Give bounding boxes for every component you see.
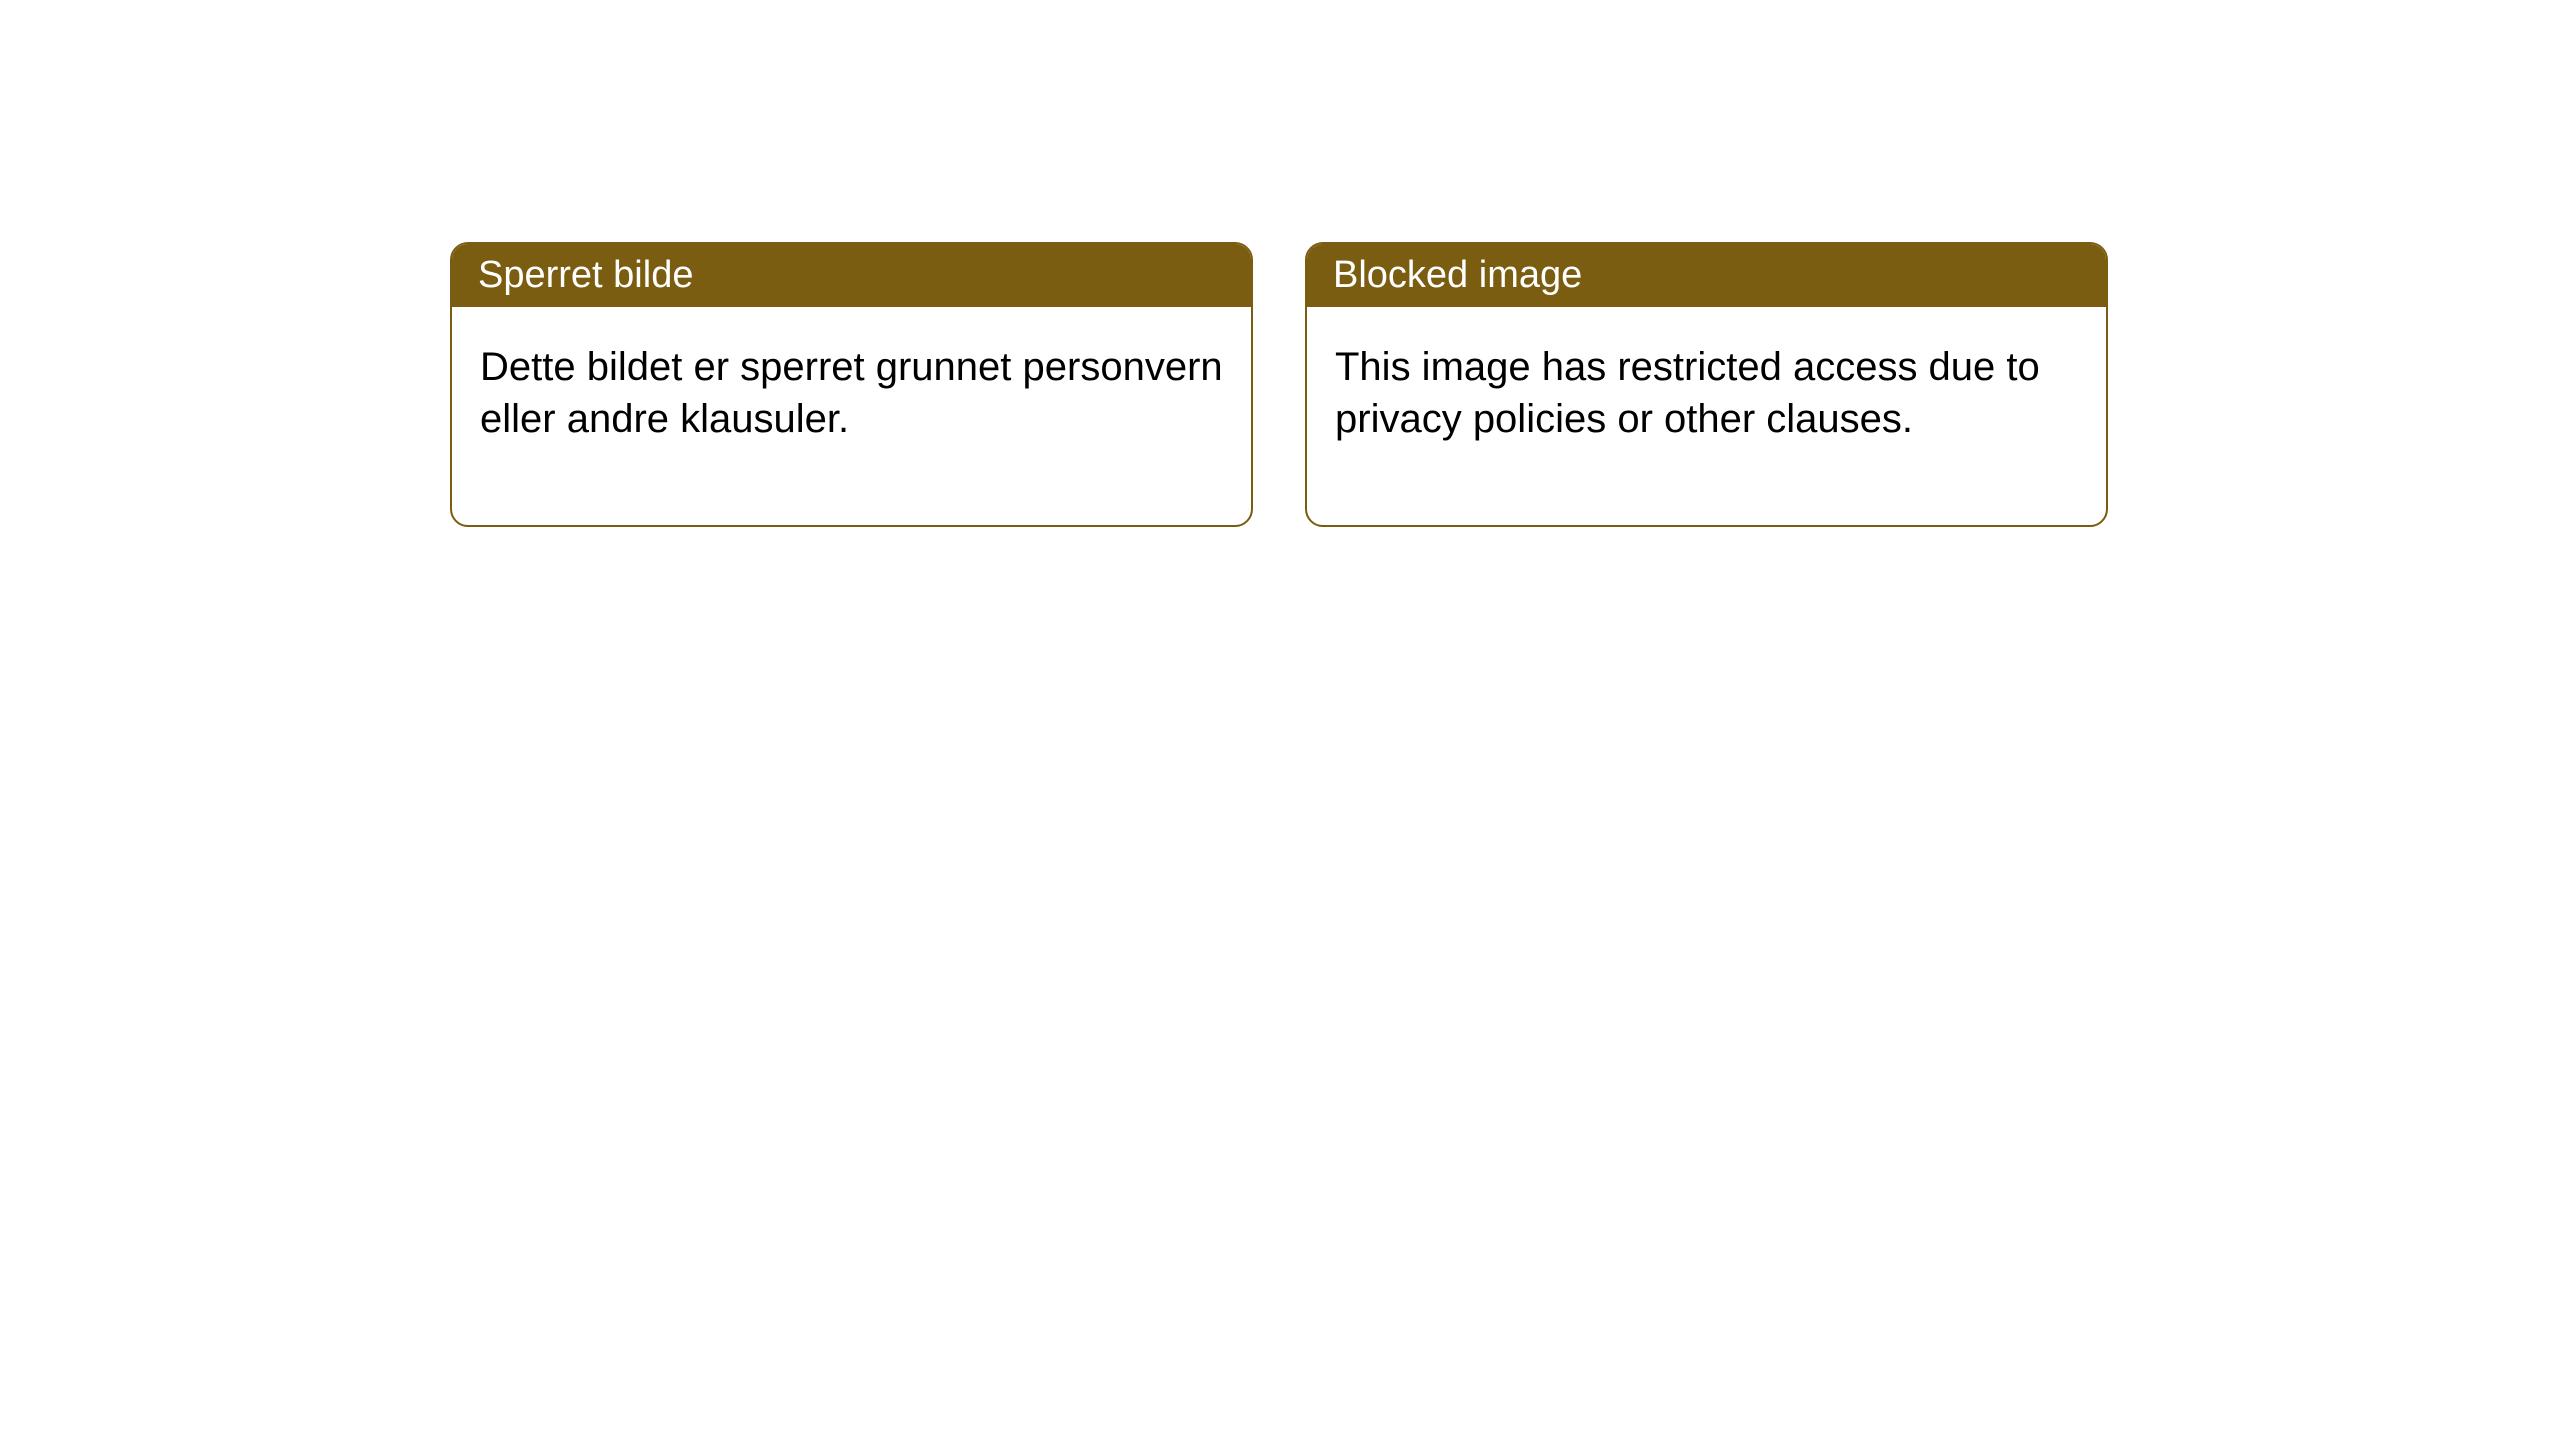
notice-card-body: This image has restricted access due to … <box>1307 307 2106 525</box>
notice-card-body: Dette bildet er sperret grunnet personve… <box>452 307 1251 525</box>
notice-card-title: Sperret bilde <box>452 244 1251 307</box>
notice-container: Sperret bilde Dette bildet er sperret gr… <box>0 0 2560 527</box>
notice-card-norwegian: Sperret bilde Dette bildet er sperret gr… <box>450 242 1253 527</box>
notice-card-english: Blocked image This image has restricted … <box>1305 242 2108 527</box>
notice-card-title: Blocked image <box>1307 244 2106 307</box>
